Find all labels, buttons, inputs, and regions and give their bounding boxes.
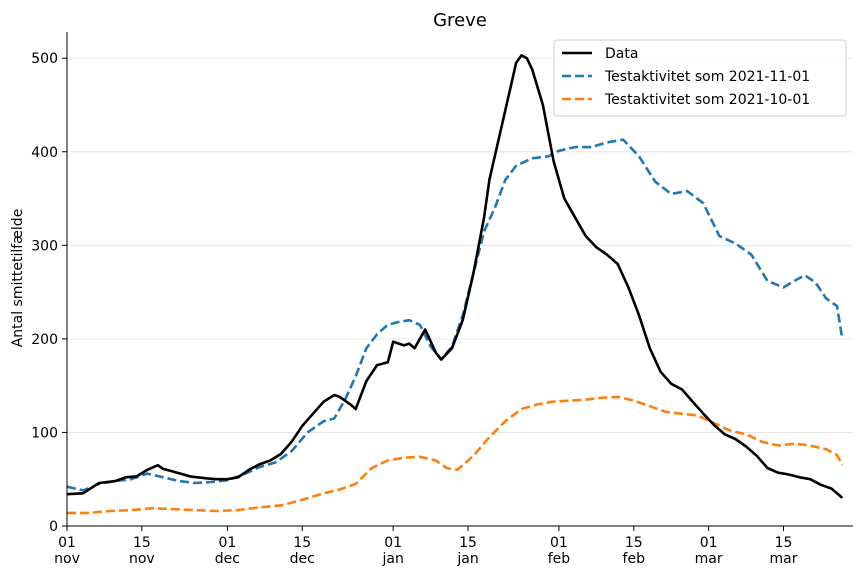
y-tick-label: 400: [31, 145, 58, 161]
y-axis-label: Antal smittetilfælde: [10, 209, 26, 348]
legend-label: Data: [605, 46, 638, 62]
x-tick-label-month: mar: [769, 551, 797, 567]
x-tick-label-day: 01: [384, 535, 402, 551]
x-tick-label-month: feb: [623, 551, 646, 567]
series-line-data: [66, 54, 844, 499]
y-tick-label: 100: [31, 425, 58, 441]
x-tick-label-day: 01: [218, 535, 236, 551]
x-tick-label-month: feb: [548, 551, 571, 567]
legend-box: [553, 39, 847, 117]
x-tick-label-day: 01: [550, 535, 568, 551]
legend: Data Testaktivitet som 2021-11-01 Testakti…: [553, 39, 847, 117]
x-tick-label-month: jan: [456, 551, 478, 567]
y-tick-label: 200: [31, 332, 58, 348]
series-line-testaktivitet-2021-11-01: [66, 138, 844, 492]
x-tick-label-day: 01: [700, 535, 718, 551]
x-tick-label-month: dec: [290, 551, 315, 567]
series-line-testaktivitet-2021-10-01: [67, 395, 844, 515]
x-tick-label-month: nov: [54, 551, 80, 567]
y-tick-label: 0: [49, 519, 58, 535]
x-tick-label-day: 15: [459, 535, 477, 551]
legend-label: Testaktivitet som 2021-10-01: [604, 92, 810, 108]
x-tick-label-month: nov: [129, 551, 155, 567]
x-tick-label-month: dec: [215, 551, 240, 567]
x-tick-label-day: 15: [775, 535, 793, 551]
y-tick-label: 300: [31, 238, 58, 254]
axes: 010020030040050001nov15nov01dec15dec01ja…: [31, 32, 853, 567]
legend-label: Testaktivitet som 2021-11-01: [604, 69, 810, 85]
x-tick-label-day: 01: [58, 535, 76, 551]
chart-title: Greve: [433, 10, 487, 31]
y-tick-label: 500: [31, 51, 58, 67]
x-tick-label-day: 15: [133, 535, 151, 551]
x-tick-label-month: jan: [381, 551, 403, 567]
x-tick-label-day: 15: [293, 535, 311, 551]
x-tick-label-month: mar: [695, 551, 723, 567]
gridlines: [67, 57, 853, 527]
x-tick-label-day: 15: [625, 535, 643, 551]
series-layer: [66, 54, 844, 515]
